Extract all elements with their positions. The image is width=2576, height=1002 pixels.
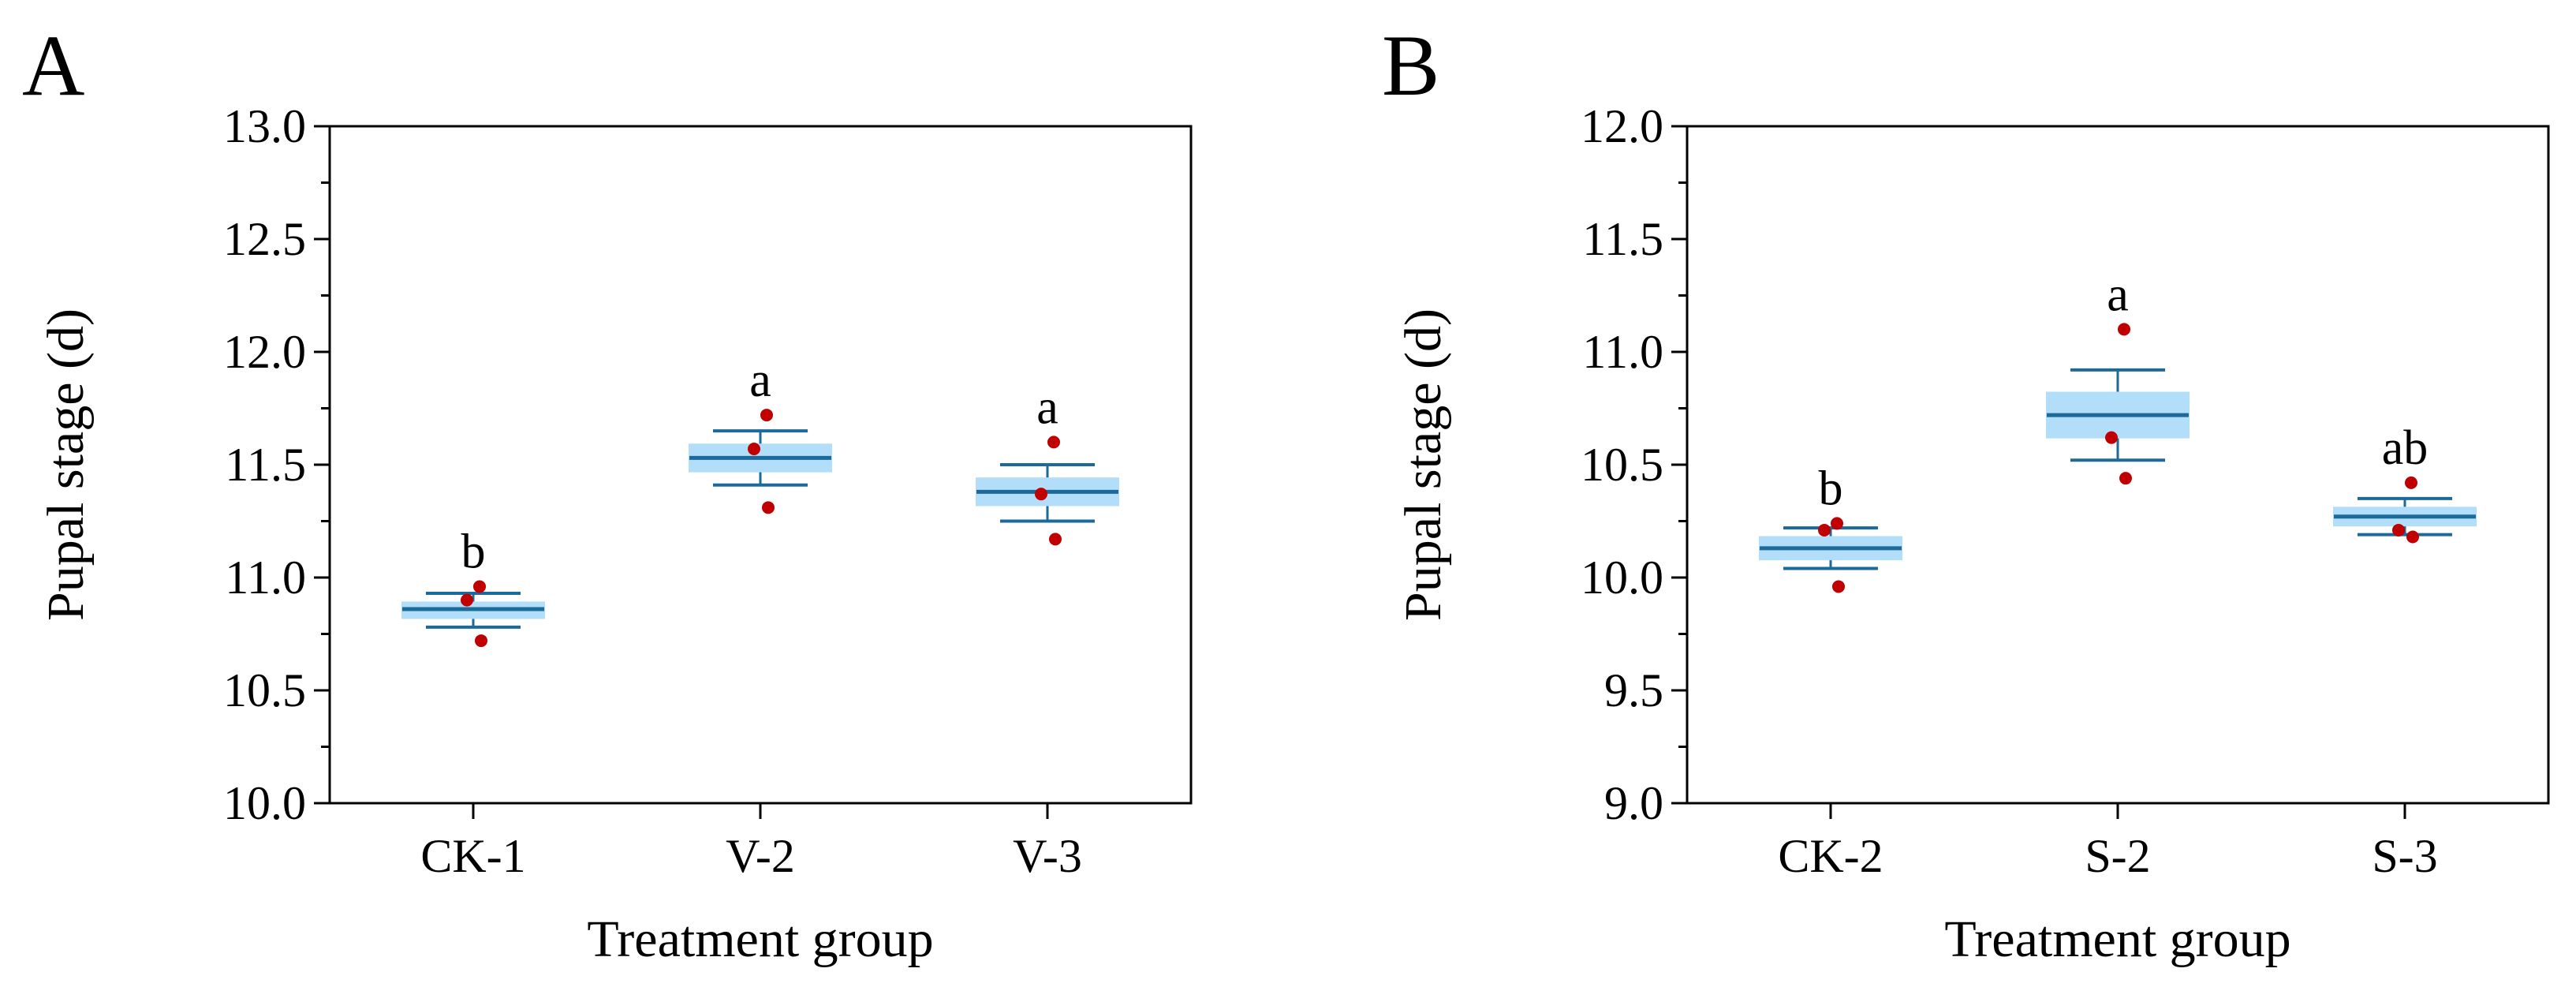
y-tick-label: 9.5 bbox=[1604, 664, 1663, 716]
data-point bbox=[475, 634, 487, 648]
x-tick-label: S-2 bbox=[2085, 830, 2150, 882]
significance-label: b bbox=[461, 525, 486, 578]
significance-label: a bbox=[749, 353, 771, 407]
data-point bbox=[473, 580, 486, 593]
x-tick-label: S-3 bbox=[2372, 830, 2437, 882]
y-tick-label: 9.0 bbox=[1604, 777, 1663, 829]
y-tick-label: 12.0 bbox=[1581, 100, 1663, 152]
data-point bbox=[1832, 580, 1845, 593]
data-point bbox=[1049, 533, 1062, 546]
x-tick-label: CK-2 bbox=[1778, 830, 1883, 882]
data-point bbox=[2105, 431, 2118, 444]
data-point bbox=[760, 409, 773, 422]
significance-label: a bbox=[2107, 267, 2129, 321]
y-tick-label: 10.5 bbox=[1581, 439, 1663, 491]
significance-label: b bbox=[1819, 462, 1843, 515]
data-point bbox=[2118, 323, 2130, 336]
panel-label: B bbox=[1382, 17, 1439, 114]
data-point bbox=[748, 442, 760, 455]
y-tick-label: 11.0 bbox=[225, 551, 306, 604]
x-tick-label: V-2 bbox=[726, 830, 795, 882]
x-tick-label: CK-1 bbox=[420, 830, 525, 882]
data-point bbox=[461, 593, 473, 607]
y-tick-label: 11.5 bbox=[225, 439, 306, 491]
data-point bbox=[2406, 530, 2419, 544]
y-tick-label: 10.0 bbox=[223, 777, 306, 829]
y-tick-label: 12.5 bbox=[223, 213, 306, 265]
data-point bbox=[1818, 523, 1831, 537]
significance-label: ab bbox=[2382, 421, 2429, 475]
panel-label: A bbox=[22, 17, 84, 114]
x-tick-label: V-3 bbox=[1013, 830, 1082, 882]
data-point bbox=[2405, 476, 2417, 489]
data-point bbox=[1047, 436, 1060, 449]
y-tick-label: 13.0 bbox=[223, 100, 306, 152]
y-axis-label: Pupal stage (d) bbox=[1394, 308, 1452, 621]
data-point bbox=[762, 501, 775, 514]
data-point bbox=[1035, 488, 1047, 501]
y-tick-label: 10.5 bbox=[223, 664, 306, 716]
x-axis-label: Treatment group bbox=[587, 910, 933, 968]
data-point bbox=[2119, 472, 2132, 485]
data-point bbox=[1831, 517, 1843, 530]
x-axis-label: Treatment group bbox=[1944, 910, 2290, 968]
y-axis-label: Pupal stage (d) bbox=[37, 308, 95, 621]
y-tick-label: 10.0 bbox=[1581, 551, 1663, 604]
data-point bbox=[2392, 523, 2405, 537]
y-tick-label: 11.0 bbox=[1582, 326, 1663, 378]
y-tick-label: 11.5 bbox=[1582, 213, 1663, 265]
y-tick-label: 12.0 bbox=[223, 326, 306, 378]
significance-label: a bbox=[1036, 380, 1058, 434]
